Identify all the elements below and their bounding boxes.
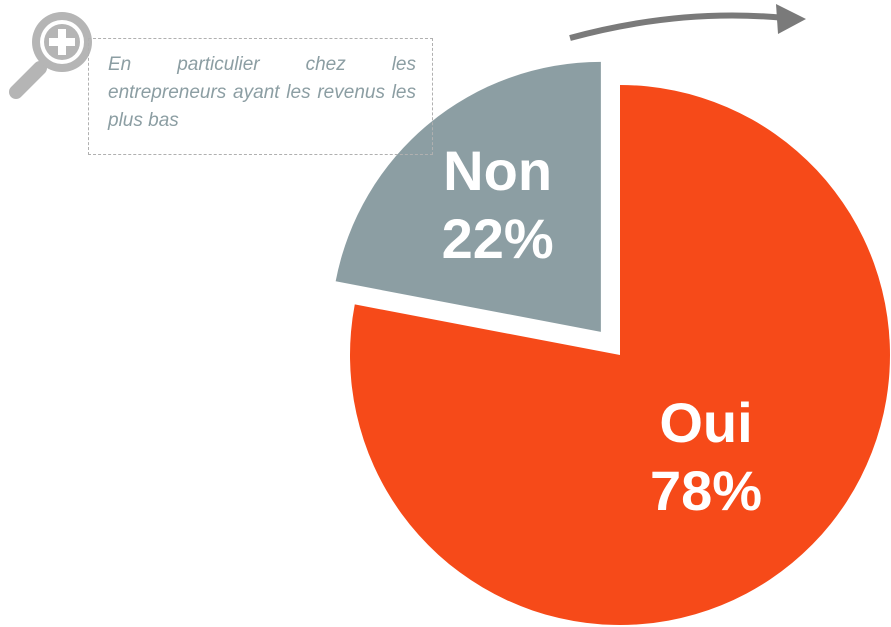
annotation: En particulier chez les entrepreneurs ay…	[88, 38, 433, 155]
magnifier-icon	[9, 12, 92, 99]
slice-value-label: 78%	[650, 459, 762, 522]
pie	[335, 61, 890, 625]
arrow-head	[776, 4, 806, 34]
arrow	[569, 12, 786, 41]
pie-slice	[335, 61, 601, 332]
pie-slice	[350, 85, 890, 625]
slice-label: Oui	[659, 391, 752, 454]
slice-label: Non	[443, 139, 552, 202]
slice-value-label: 22%	[442, 207, 554, 270]
